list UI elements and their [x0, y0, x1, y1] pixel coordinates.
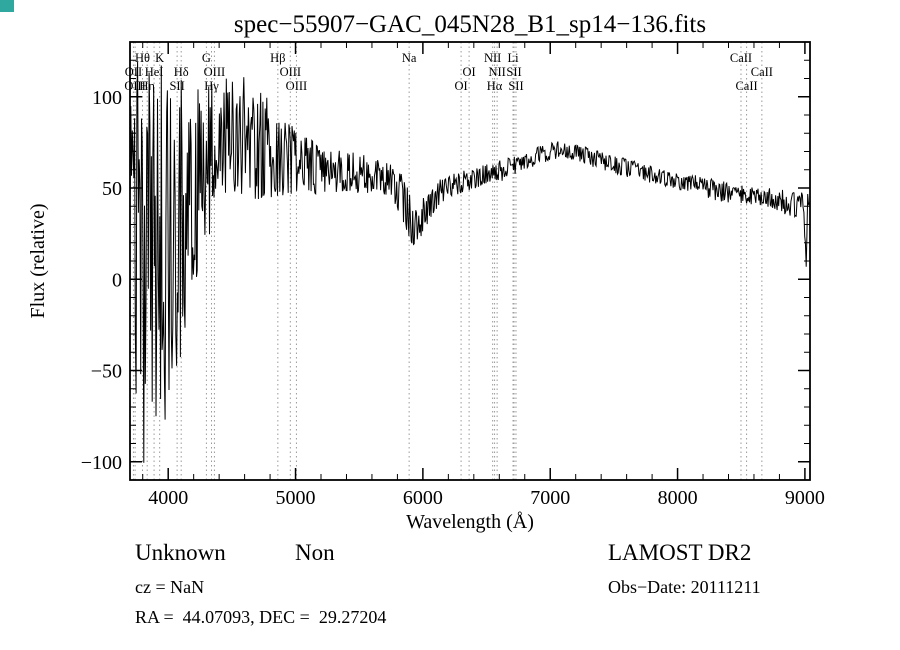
- y-tick-label: −100: [81, 452, 122, 474]
- spectrum-line: [129, 61, 811, 463]
- spectral-line-label: OI: [463, 65, 476, 79]
- x-tick-label: 9000: [785, 487, 825, 509]
- spectral-line-label: CaII: [730, 51, 752, 65]
- spectral-line-label: NII: [484, 51, 501, 65]
- plot-area: OIIOIIIHθHηHeIKSIIHδGHγOIIIHβOIIIOIIINaO…: [81, 41, 825, 509]
- spectral-line-label: CaII: [735, 79, 757, 93]
- corner-artifact: [0, 0, 14, 12]
- spectral-line-label: Hδ: [174, 65, 189, 79]
- spectral-line-label: OIII: [204, 65, 226, 79]
- y-axis-label: Flux (relative): [27, 204, 49, 319]
- spectral-line-label: G: [202, 51, 211, 65]
- spectral-line-label: SII: [169, 79, 184, 93]
- x-axis-label: Wavelength (Å): [406, 511, 534, 533]
- spectral-line-label: Li: [507, 51, 519, 65]
- spectral-line-label: SII: [508, 79, 523, 93]
- spectral-line-label: Hθ: [135, 51, 150, 65]
- spectral-line-label: NII: [488, 65, 505, 79]
- spectral-line-label: Hβ: [270, 51, 285, 65]
- subclass-label: Non: [295, 540, 335, 565]
- coordinates: RA = 44.07093, DEC = 29.27204: [135, 607, 386, 627]
- spectral-line-label: OIII: [286, 79, 308, 93]
- spectral-line-label: CaII: [751, 65, 773, 79]
- y-tick-label: 50: [102, 178, 122, 200]
- x-tick-label: 7000: [530, 487, 570, 509]
- x-tick-label: 4000: [148, 487, 188, 509]
- spectral-line-label: Hα: [487, 79, 503, 93]
- spectral-line-label: Na: [402, 51, 417, 65]
- x-tick-label: 8000: [658, 487, 698, 509]
- x-tick-label: 5000: [276, 487, 316, 509]
- survey-label: LAMOST DR2: [608, 540, 751, 565]
- classification-label: Unknown: [135, 540, 226, 565]
- spectral-line-label: OIII: [280, 65, 302, 79]
- y-tick-label: 100: [92, 87, 122, 109]
- spectral-line-label: OI: [454, 79, 467, 93]
- x-tick-label: 6000: [403, 487, 443, 509]
- y-tick-label: 0: [112, 269, 122, 291]
- cz-value: cz = NaN: [135, 577, 204, 597]
- spectral-line-label: K: [155, 51, 164, 65]
- obs-date: Obs−Date: 20111211: [608, 577, 761, 597]
- y-tick-label: −50: [91, 361, 122, 383]
- spectral-line-label: SII: [506, 65, 521, 79]
- spectral-line-label: Hη: [139, 79, 155, 93]
- spectral-line-label: OII: [125, 65, 142, 79]
- spectral-line-label: HeI: [145, 65, 164, 79]
- chart-title: spec−55907−GAC_045N28_B1_sp14−136.fits: [234, 11, 706, 38]
